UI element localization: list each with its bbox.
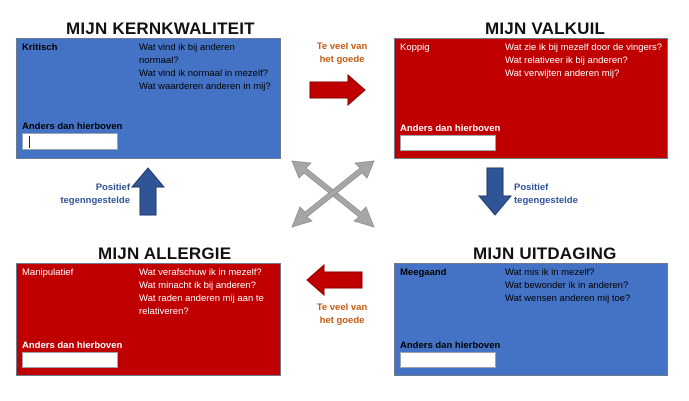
question: Wat verafschuw ik in mezelf? bbox=[139, 267, 262, 278]
other-label-valkuil: Anders dan hierboven bbox=[400, 123, 501, 134]
question: Wat mis ik in mezelf? bbox=[505, 267, 595, 278]
other-label-kernkwaliteit: Anders dan hierboven bbox=[22, 121, 123, 132]
caption-line: tegenngestelde bbox=[60, 195, 130, 206]
cross-arrows-icon bbox=[291, 160, 375, 228]
questions-kernkwaliteit: Wat vind ik bij anderen normaal? Wat vin… bbox=[139, 41, 271, 93]
caption-line: Positief bbox=[514, 182, 549, 193]
question: Wat raden anderen mij aan te bbox=[139, 293, 264, 304]
caption-right-connector: Positief tegengestelde bbox=[514, 181, 578, 207]
question: relativeren? bbox=[139, 306, 189, 317]
label-allergie: Manipulatief bbox=[22, 267, 74, 278]
box-allergie: Manipulatief Wat verafschuw ik in mezelf… bbox=[16, 263, 281, 376]
questions-allergie: Wat verafschuw ik in mezelf? Wat minacht… bbox=[139, 266, 264, 318]
arrow-down-icon bbox=[477, 167, 513, 216]
question: normaal? bbox=[139, 55, 179, 66]
caption-left-connector: Positief tegenngestelde bbox=[40, 181, 130, 207]
arrow-left-icon bbox=[306, 263, 363, 297]
question: Wat waarderen anderen in mij? bbox=[139, 81, 271, 92]
title-allergie: MIJN ALLERGIE bbox=[98, 244, 232, 263]
caption-top-connector: Te veel van het goede bbox=[300, 40, 384, 66]
arrow-right-icon bbox=[309, 73, 366, 107]
question: Wat zie ik bij mezelf door de vingers? bbox=[505, 42, 662, 53]
caption-line: tegengestelde bbox=[514, 195, 578, 206]
text-caret bbox=[29, 136, 30, 148]
other-label-allergie: Anders dan hierboven bbox=[22, 340, 123, 351]
questions-valkuil: Wat zie ik bij mezelf door de vingers? W… bbox=[505, 41, 662, 80]
other-label-uitdaging: Anders dan hierboven bbox=[400, 340, 501, 351]
title-valkuil: MIJN VALKUIL bbox=[485, 19, 606, 38]
questions-uitdaging: Wat mis ik in mezelf? Wat bewonder ik in… bbox=[505, 266, 630, 305]
other-input-allergie[interactable] bbox=[22, 352, 118, 368]
other-input-uitdaging[interactable] bbox=[400, 352, 496, 368]
question: Wat vind ik bij anderen bbox=[139, 42, 235, 53]
caption-line: Te veel van bbox=[316, 41, 368, 52]
question: Wat minacht ik bij anderen? bbox=[139, 280, 256, 291]
question: Wat vind ik normaal in mezelf? bbox=[139, 68, 269, 79]
caption-line: Te veel van bbox=[316, 302, 368, 313]
question: Wat relativeer ik bij anderen? bbox=[505, 55, 628, 66]
caption-line: Positief bbox=[95, 182, 130, 193]
caption-line: het goede bbox=[319, 54, 365, 65]
question: Wat bewonder ik in anderen? bbox=[505, 280, 629, 291]
box-valkuil: Koppig Wat zie ik bij mezelf door de vin… bbox=[394, 38, 668, 159]
question: Wat wensen anderen mij toe? bbox=[505, 293, 631, 304]
label-kernkwaliteit: Kritisch bbox=[22, 42, 58, 53]
label-valkuil: Koppig bbox=[400, 42, 430, 53]
other-input-valkuil[interactable] bbox=[400, 135, 496, 151]
other-input-kernkwaliteit[interactable] bbox=[22, 133, 118, 150]
arrow-up-icon bbox=[130, 167, 166, 216]
title-kernkwaliteit: MIJN KERNKWALITEIT bbox=[66, 19, 255, 38]
caption-line: het goede bbox=[319, 315, 365, 326]
label-uitdaging: Meegaand bbox=[400, 267, 447, 278]
box-uitdaging: Meegaand Wat mis ik in mezelf? Wat bewon… bbox=[394, 263, 668, 376]
box-kernkwaliteit: Kritisch Wat vind ik bij anderen normaal… bbox=[16, 38, 281, 159]
caption-bottom-connector: Te veel van het goede bbox=[300, 301, 384, 327]
title-uitdaging: MIJN UITDAGING bbox=[473, 244, 617, 263]
question: Wat verwijten anderen mij? bbox=[505, 68, 620, 79]
